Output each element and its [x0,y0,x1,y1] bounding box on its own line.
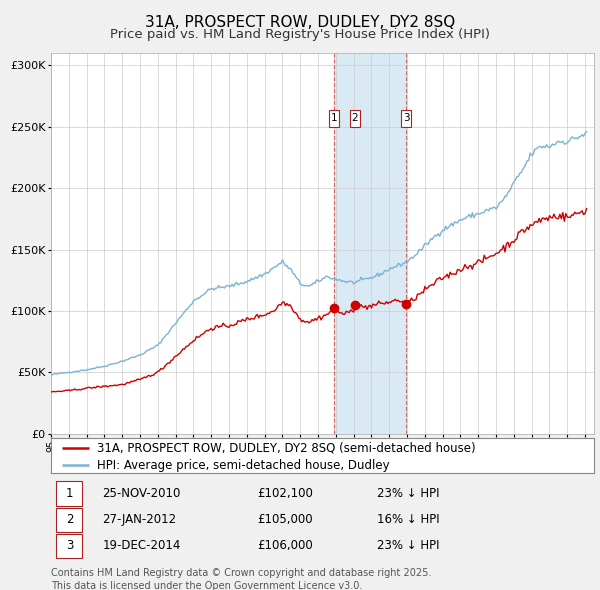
FancyBboxPatch shape [56,534,82,558]
FancyBboxPatch shape [56,481,82,506]
Text: 2: 2 [352,113,358,123]
FancyBboxPatch shape [329,110,339,127]
Text: £105,000: £105,000 [257,513,313,526]
Text: 19-DEC-2014: 19-DEC-2014 [103,539,181,552]
FancyBboxPatch shape [350,110,360,127]
FancyBboxPatch shape [401,110,411,127]
Text: 27-JAN-2012: 27-JAN-2012 [103,513,177,526]
Text: 25-NOV-2010: 25-NOV-2010 [103,487,181,500]
Text: 23% ↓ HPI: 23% ↓ HPI [377,487,439,500]
Text: £102,100: £102,100 [257,487,313,500]
Text: 31A, PROSPECT ROW, DUDLEY, DY2 8SQ (semi-detached house): 31A, PROSPECT ROW, DUDLEY, DY2 8SQ (semi… [97,442,476,455]
Text: HPI: Average price, semi-detached house, Dudley: HPI: Average price, semi-detached house,… [97,459,390,472]
Text: Price paid vs. HM Land Registry's House Price Index (HPI): Price paid vs. HM Land Registry's House … [110,28,490,41]
Text: 31A, PROSPECT ROW, DUDLEY, DY2 8SQ: 31A, PROSPECT ROW, DUDLEY, DY2 8SQ [145,15,455,30]
Text: 16% ↓ HPI: 16% ↓ HPI [377,513,439,526]
Text: 2: 2 [66,513,73,526]
Text: Contains HM Land Registry data © Crown copyright and database right 2025.
This d: Contains HM Land Registry data © Crown c… [51,568,431,590]
Bar [334,53,406,434]
Text: 3: 3 [66,539,73,552]
Text: 1: 1 [66,487,73,500]
Text: 3: 3 [403,113,410,123]
Text: 1: 1 [331,113,337,123]
Text: 23% ↓ HPI: 23% ↓ HPI [377,539,439,552]
Text: £106,000: £106,000 [257,539,313,552]
FancyBboxPatch shape [56,507,82,532]
